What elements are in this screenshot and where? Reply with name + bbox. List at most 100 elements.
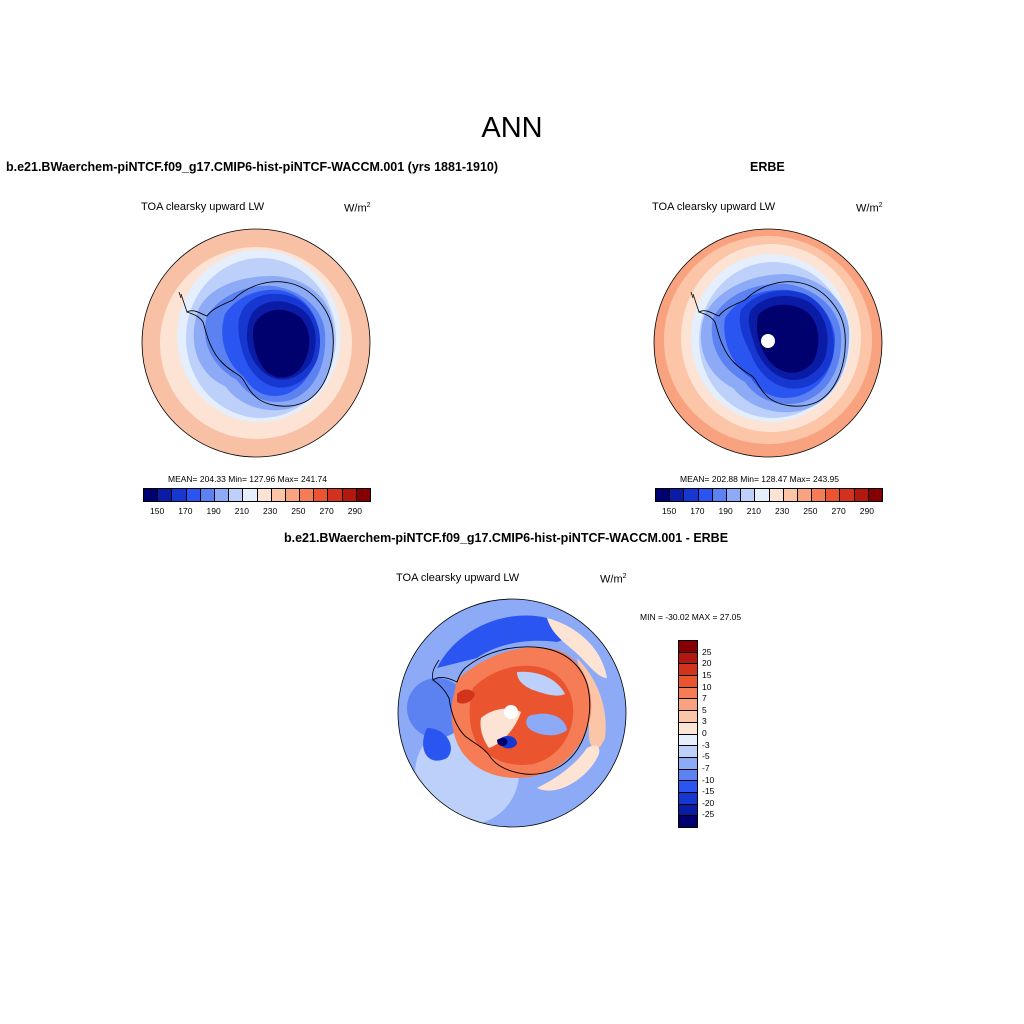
colorbar-swatch bbox=[679, 816, 697, 827]
colorbar-swatch bbox=[679, 687, 697, 700]
colorbar-swatch bbox=[854, 489, 869, 501]
diff-minmax: MIN = -30.02 MAX = 27.05 bbox=[640, 612, 742, 622]
colorbar-swatch bbox=[679, 804, 697, 817]
diff-panel-title: b.e21.BWaerchem-piNTCF.f09_g17.CMIP6-his… bbox=[284, 531, 729, 545]
left-variable-label: TOA clearsky upward LW bbox=[141, 201, 265, 213]
colorbar-swatch bbox=[679, 722, 697, 735]
colorbar-swatch bbox=[670, 489, 685, 501]
colorbar-swatch bbox=[229, 489, 244, 501]
left-panel-title: b.e21.BWaerchem-piNTCF.f09_g17.CMIP6-his… bbox=[6, 160, 499, 174]
left-units-label: W/m2 bbox=[344, 202, 371, 215]
colorbar-tick-label: 230 bbox=[775, 506, 790, 516]
left-polar-map bbox=[141, 228, 371, 458]
colorbar-swatch bbox=[698, 489, 713, 501]
colorbar-swatch bbox=[300, 489, 315, 501]
colorbar-tick-label: 10 bbox=[702, 681, 712, 692]
colorbar-tick-label: 7 bbox=[702, 693, 707, 704]
colorbar-tick-label: 210 bbox=[746, 506, 761, 516]
colorbar-tick-label: 3 bbox=[702, 716, 707, 727]
colorbar-swatch bbox=[755, 489, 770, 501]
colorbar-tick-label: 150 bbox=[150, 506, 165, 516]
right-colorbar-ticks: 150 170 190 210 230 250 270 290 bbox=[655, 504, 881, 516]
colorbar-swatch bbox=[826, 489, 841, 501]
colorbar-swatch bbox=[200, 489, 215, 501]
colorbar-tick-label: 250 bbox=[291, 506, 306, 516]
diff-colorbar bbox=[678, 640, 698, 828]
colorbar-tick-label: 250 bbox=[803, 506, 818, 516]
colorbar-tick-label: 15 bbox=[702, 669, 712, 680]
colorbar-tick-label: 210 bbox=[234, 506, 249, 516]
colorbar-tick-label: -20 bbox=[702, 797, 715, 808]
colorbar-swatch bbox=[158, 489, 173, 501]
left-colorbar bbox=[143, 488, 371, 502]
right-colorbar bbox=[655, 488, 883, 502]
colorbar-swatch bbox=[314, 489, 329, 501]
diff-colorbar-ticks: 25 20 15 10 7 5 3 0 -3 -5 -7 -10 -15 -20 -25 bbox=[702, 640, 742, 826]
diff-variable-label: TOA clearsky upward LW bbox=[396, 572, 520, 584]
colorbar-swatch bbox=[684, 489, 699, 501]
colorbar-tick-label: -5 bbox=[702, 751, 710, 762]
colorbar-swatch bbox=[656, 489, 671, 501]
diff-polar-map bbox=[397, 598, 627, 828]
colorbar-swatch bbox=[679, 711, 697, 723]
colorbar-swatch bbox=[840, 489, 855, 501]
colorbar-swatch bbox=[868, 489, 882, 501]
colorbar-swatch bbox=[679, 792, 697, 805]
colorbar-swatch bbox=[679, 664, 697, 677]
colorbar-swatch bbox=[741, 489, 756, 501]
colorbar-tick-label: -10 bbox=[702, 774, 715, 785]
colorbar-tick-label: 170 bbox=[690, 506, 705, 516]
colorbar-swatch bbox=[726, 489, 742, 501]
colorbar-swatch bbox=[243, 489, 258, 501]
colorbar-tick-label: 0 bbox=[702, 728, 707, 738]
right-units-label: W/m2 bbox=[856, 202, 883, 215]
colorbar-swatch bbox=[783, 489, 798, 501]
colorbar-tick-label: 270 bbox=[319, 506, 334, 516]
colorbar-swatch bbox=[271, 489, 286, 501]
colorbar-tick-label: 170 bbox=[178, 506, 193, 516]
colorbar-swatch bbox=[679, 652, 697, 665]
colorbar-swatch bbox=[712, 489, 727, 501]
colorbar-tick-label: -3 bbox=[702, 739, 710, 750]
right-stats: MEAN= 202.88 Min= 128.47 Max= 243.95 bbox=[680, 474, 840, 484]
colorbar-swatch bbox=[679, 676, 697, 688]
colorbar-tick-label: 290 bbox=[347, 506, 362, 516]
colorbar-swatch bbox=[679, 734, 697, 747]
colorbar-tick-label: 190 bbox=[718, 506, 733, 516]
colorbar-swatch bbox=[257, 489, 272, 501]
colorbar-swatch bbox=[186, 489, 201, 501]
colorbar-swatch bbox=[679, 699, 697, 712]
colorbar-swatch bbox=[144, 489, 159, 501]
colorbar-tick-label: 5 bbox=[702, 704, 707, 715]
colorbar-swatch bbox=[214, 489, 230, 501]
colorbar-tick-label: 290 bbox=[859, 506, 874, 516]
colorbar-tick-label: -25 bbox=[702, 809, 715, 820]
left-colorbar-ticks: 150 170 190 210 230 250 270 290 bbox=[143, 504, 369, 516]
right-variable-label: TOA clearsky upward LW bbox=[652, 201, 776, 213]
right-polar-map bbox=[653, 228, 883, 458]
colorbar-swatch bbox=[285, 489, 301, 501]
colorbar-tick-label: 270 bbox=[831, 506, 846, 516]
colorbar-tick-label: 190 bbox=[206, 506, 221, 516]
colorbar-swatch bbox=[769, 489, 784, 501]
colorbar-swatch bbox=[797, 489, 813, 501]
right-panel-title: ERBE bbox=[750, 160, 785, 174]
colorbar-swatch bbox=[812, 489, 827, 501]
colorbar-swatch bbox=[679, 781, 697, 793]
colorbar-swatch bbox=[328, 489, 343, 501]
colorbar-swatch bbox=[679, 769, 697, 782]
diff-units-label: W/m2 bbox=[600, 573, 627, 586]
colorbar-tick-label: 25 bbox=[702, 646, 712, 657]
colorbar-swatch bbox=[679, 746, 697, 758]
colorbar-tick-label: -15 bbox=[702, 786, 715, 797]
colorbar-swatch bbox=[679, 757, 697, 770]
left-stats: MEAN= 204.33 Min= 127.96 Max= 241.74 bbox=[168, 474, 328, 484]
main-title: ANN bbox=[481, 112, 543, 144]
colorbar-tick-label: 230 bbox=[263, 506, 278, 516]
colorbar-swatch bbox=[356, 489, 370, 501]
colorbar-tick-label: -7 bbox=[702, 762, 710, 773]
colorbar-swatch bbox=[172, 489, 187, 501]
colorbar-swatch bbox=[679, 641, 697, 653]
colorbar-swatch bbox=[342, 489, 357, 501]
colorbar-tick-label: 150 bbox=[662, 506, 677, 516]
